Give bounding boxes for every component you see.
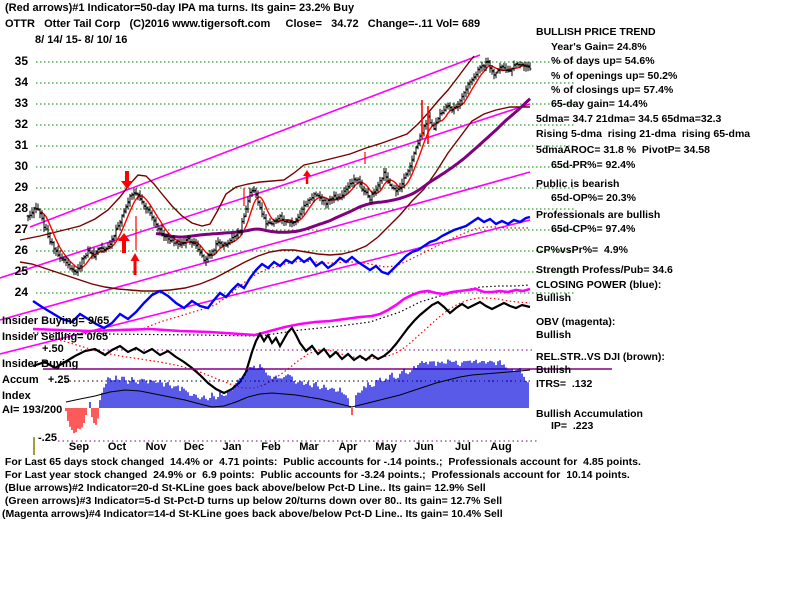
red-up-arrow xyxy=(305,176,309,184)
right-panel-line: 5dma= 34.7 21dma= 34.5 65dma=32.3 xyxy=(536,113,722,125)
month-label: Jan xyxy=(222,441,242,453)
footer-line: For Last 65 days stock changed 14.4% or … xyxy=(2,456,641,468)
trend-channel-line xyxy=(29,54,481,228)
red-up-arrow xyxy=(130,253,140,261)
left-indicator-label: +.50 xyxy=(42,343,64,355)
right-panel-line: 65d-CP%= 97.4% xyxy=(551,223,636,235)
right-panel-line: Bullish Accumulation xyxy=(536,408,643,420)
right-panel-line: % of openings up= 50.2% xyxy=(551,70,678,82)
ohlc-bars xyxy=(26,57,532,277)
price-tick-label: 26 xyxy=(14,243,28,257)
right-panel-line: ITRS= .132 xyxy=(536,378,593,390)
left-indicator-label: Accum +.25 xyxy=(2,374,70,386)
right-panel-line: Professionals are bullish xyxy=(536,209,661,221)
red-ma-line xyxy=(39,64,531,270)
trend-channel-line xyxy=(0,103,531,279)
red-up-arrow xyxy=(118,233,130,241)
right-panel-line: Public is bearish xyxy=(536,178,620,190)
right-panel-line: Year's Gain= 24.8% xyxy=(551,41,647,53)
price-tick-label: 29 xyxy=(14,180,28,194)
right-panel-line: 5dmaAROC= 31.8 % PivotP= 34.58 xyxy=(536,144,710,156)
left-indicator-label: Insider Buying= 9/65 xyxy=(2,315,110,327)
right-panel-line: BULLISH PRICE TREND xyxy=(536,26,656,38)
month-label: Aug xyxy=(490,441,512,453)
right-panel-line: % of days up= 54.6% xyxy=(551,55,655,67)
month-label: Sep xyxy=(68,441,90,453)
month-label: Jul xyxy=(455,441,471,453)
left-indicator-label: Insider Selling= 0/65 xyxy=(2,331,109,343)
lower-band-line xyxy=(19,106,530,292)
accum-index-bars-up xyxy=(89,359,529,408)
red-down-arrow xyxy=(121,181,133,189)
month-label: Mar xyxy=(299,441,319,453)
right-panel-line: Bullish xyxy=(536,364,572,376)
obv-line xyxy=(32,287,531,337)
right-panel-line: Rising 5-dma rising 21-dma rising 65-dma xyxy=(536,128,751,140)
indicator1-header: (Red arrows)#1 Indicator=50-day IPA ma t… xyxy=(5,2,355,14)
price-tick-label: 35 xyxy=(14,54,28,68)
right-panel-line: 65d-OP%= 20.3% xyxy=(551,192,636,204)
left-indicator-label: -.25 xyxy=(38,432,57,444)
footer-line: (Magenta arrows)#4 Indicator=14-d St-KLi… xyxy=(2,508,503,520)
month-label: Jun xyxy=(414,441,434,453)
date-range: 8/ 14/ 15- 8/ 10/ 16 xyxy=(35,34,128,46)
right-panel-line: Strength Profess/Pub= 34.6 xyxy=(536,264,673,276)
price-tick-label: 27 xyxy=(14,222,28,236)
month-label: May xyxy=(375,441,397,453)
month-label: Oct xyxy=(107,441,127,453)
red-up-arrow xyxy=(133,261,137,275)
right-panel-line: Bullish xyxy=(536,329,572,341)
red-up-arrow xyxy=(122,241,126,253)
month-label: Apr xyxy=(338,441,358,453)
right-panel-line: IP= .223 xyxy=(551,420,594,432)
closing-power-line xyxy=(32,215,531,330)
month-label: Nov xyxy=(145,441,167,453)
right-panel-line: OBV (magenta): xyxy=(536,316,616,328)
right-panel-line: % of closings up= 57.4% xyxy=(551,84,674,96)
price-tick-label: 31 xyxy=(14,138,28,152)
right-panel-line: 65d-PR%= 92.4% xyxy=(551,159,636,171)
right-panel-line: Bullish xyxy=(536,292,572,304)
price-tick-label: 32 xyxy=(14,117,28,131)
red-up-arrow xyxy=(303,170,311,176)
accum-index-bars-down xyxy=(65,408,353,434)
right-panel-line: CLOSING POWER (blue): xyxy=(536,279,662,291)
trend-channel-line xyxy=(0,171,531,321)
right-panel-line: 65-day gain= 14.4% xyxy=(551,98,648,110)
price-tick-label: 34 xyxy=(14,75,28,89)
purple-65dma-line xyxy=(155,97,532,239)
red-down-arrow xyxy=(125,171,129,181)
accum-ma-line xyxy=(65,369,531,408)
footer-line: For Last year stock changed 24.9% or 6.9… xyxy=(2,469,630,481)
price-tick-label: 33 xyxy=(14,96,28,110)
month-label: Dec xyxy=(183,441,205,453)
symbol-title-line: OTTR Otter Tail Corp (C)2016 www.tigerso… xyxy=(5,18,481,30)
left-indicator-label: AI= 193/200 xyxy=(2,404,63,416)
price-tick-label: 30 xyxy=(14,159,28,173)
relative-strength-line xyxy=(32,300,531,395)
price-tick-label: 25 xyxy=(14,264,28,278)
footer-line: (Green arrows)#3 Indicator=5-d St-Pct-D … xyxy=(2,495,503,507)
upper-band-line xyxy=(19,55,475,241)
price-tick-label: 28 xyxy=(14,201,28,215)
right-panel-line: REL.STR..VS DJI (brown): xyxy=(536,351,665,363)
price-tick-label: 24 xyxy=(14,285,28,299)
footer-line: (Blue arrows)#2 Indicator=20-d St-KLine … xyxy=(2,482,486,494)
left-indicator-label: Insider Buying xyxy=(2,358,79,370)
month-label: Feb xyxy=(261,441,281,453)
right-panel-line: CP%vsPr%= 4.9% xyxy=(536,244,628,256)
left-indicator-label: Index xyxy=(2,390,31,402)
